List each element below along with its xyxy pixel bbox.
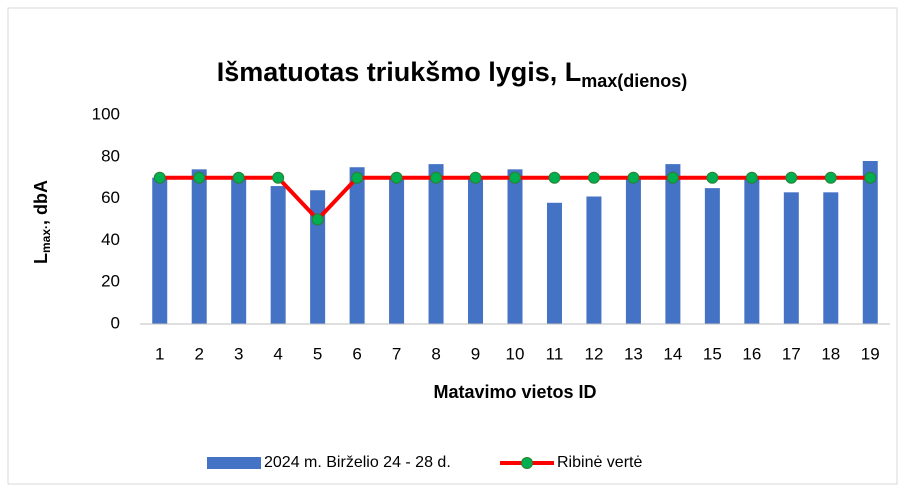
marker xyxy=(311,213,324,226)
title-subscript: max(dienos) xyxy=(581,71,687,91)
bar xyxy=(625,177,641,324)
bar xyxy=(231,177,247,324)
x-tick-label: 18 xyxy=(821,344,840,363)
bar xyxy=(823,192,839,324)
marker xyxy=(627,171,640,184)
x-tick-label: 19 xyxy=(861,344,880,363)
bar xyxy=(270,186,286,324)
bar xyxy=(862,160,878,324)
marker xyxy=(469,171,482,184)
y-label-main: L xyxy=(31,253,51,264)
y-tick-label: 80 xyxy=(101,146,120,165)
x-axis-label: Matavimo vietos ID xyxy=(433,382,596,402)
y-tick-label: 60 xyxy=(101,188,120,207)
y-tick-label: 0 xyxy=(111,313,120,332)
bar xyxy=(546,202,562,324)
bar xyxy=(704,188,720,324)
bar xyxy=(744,177,760,324)
marker xyxy=(666,171,679,184)
marker xyxy=(864,171,877,184)
x-tick-label: 9 xyxy=(471,344,480,363)
marker xyxy=(824,171,837,184)
marker xyxy=(351,171,364,184)
marker xyxy=(390,171,403,184)
bar xyxy=(468,177,484,324)
x-tick-label: 8 xyxy=(431,344,440,363)
y-tick-label: 100 xyxy=(92,104,120,123)
x-tick-label: 13 xyxy=(624,344,643,363)
y-tick-label: 40 xyxy=(101,230,120,249)
bar xyxy=(349,167,365,324)
bar xyxy=(507,169,523,324)
marker xyxy=(745,171,758,184)
y-label-sub: max· xyxy=(39,225,53,253)
chart-title: Išmatuotas triukšmo lygis, Lmax(dienos) xyxy=(217,57,688,91)
legend-swatch xyxy=(207,457,261,469)
x-tick-label: 12 xyxy=(584,344,603,363)
x-tick-label: 6 xyxy=(352,344,361,363)
x-tick-label: 16 xyxy=(742,344,761,363)
marker xyxy=(785,171,798,184)
x-tick-label: 3 xyxy=(234,344,243,363)
bar xyxy=(191,169,207,324)
marker xyxy=(232,171,245,184)
bar xyxy=(783,192,799,324)
x-tick-label: 15 xyxy=(703,344,722,363)
x-tick-label: 1 xyxy=(155,344,164,363)
title-main: Išmatuotas triukšmo lygis, L xyxy=(217,57,582,87)
marker xyxy=(587,171,600,184)
x-tick-label: 10 xyxy=(506,344,525,363)
legend-label: 2024 m. Birželio 24 - 28 d. xyxy=(264,454,451,471)
x-tick-label: 17 xyxy=(782,344,801,363)
y-tick-label: 20 xyxy=(101,272,120,291)
marker xyxy=(706,171,719,184)
bar xyxy=(428,164,444,324)
y-axis-label: Lmax·, dbA xyxy=(31,180,53,264)
marker xyxy=(153,171,166,184)
x-tick-label: 4 xyxy=(273,344,282,363)
marker xyxy=(430,171,443,184)
bar xyxy=(586,196,602,324)
marker xyxy=(272,171,285,184)
x-tick-label: 2 xyxy=(194,344,203,363)
marker xyxy=(548,171,561,184)
x-tick-label: 14 xyxy=(663,344,682,363)
marker xyxy=(509,171,521,184)
bar xyxy=(389,177,405,324)
x-tick-label: 7 xyxy=(392,344,401,363)
bar xyxy=(665,164,681,324)
y-label-rest: , dbA xyxy=(31,180,51,225)
bar xyxy=(310,190,326,324)
x-tick-label: 5 xyxy=(313,344,322,363)
x-tick-label: 11 xyxy=(546,344,564,363)
legend-label: Ribinė vertė xyxy=(557,454,642,471)
bar xyxy=(152,177,168,324)
legend-marker xyxy=(521,457,533,469)
marker xyxy=(193,171,206,184)
